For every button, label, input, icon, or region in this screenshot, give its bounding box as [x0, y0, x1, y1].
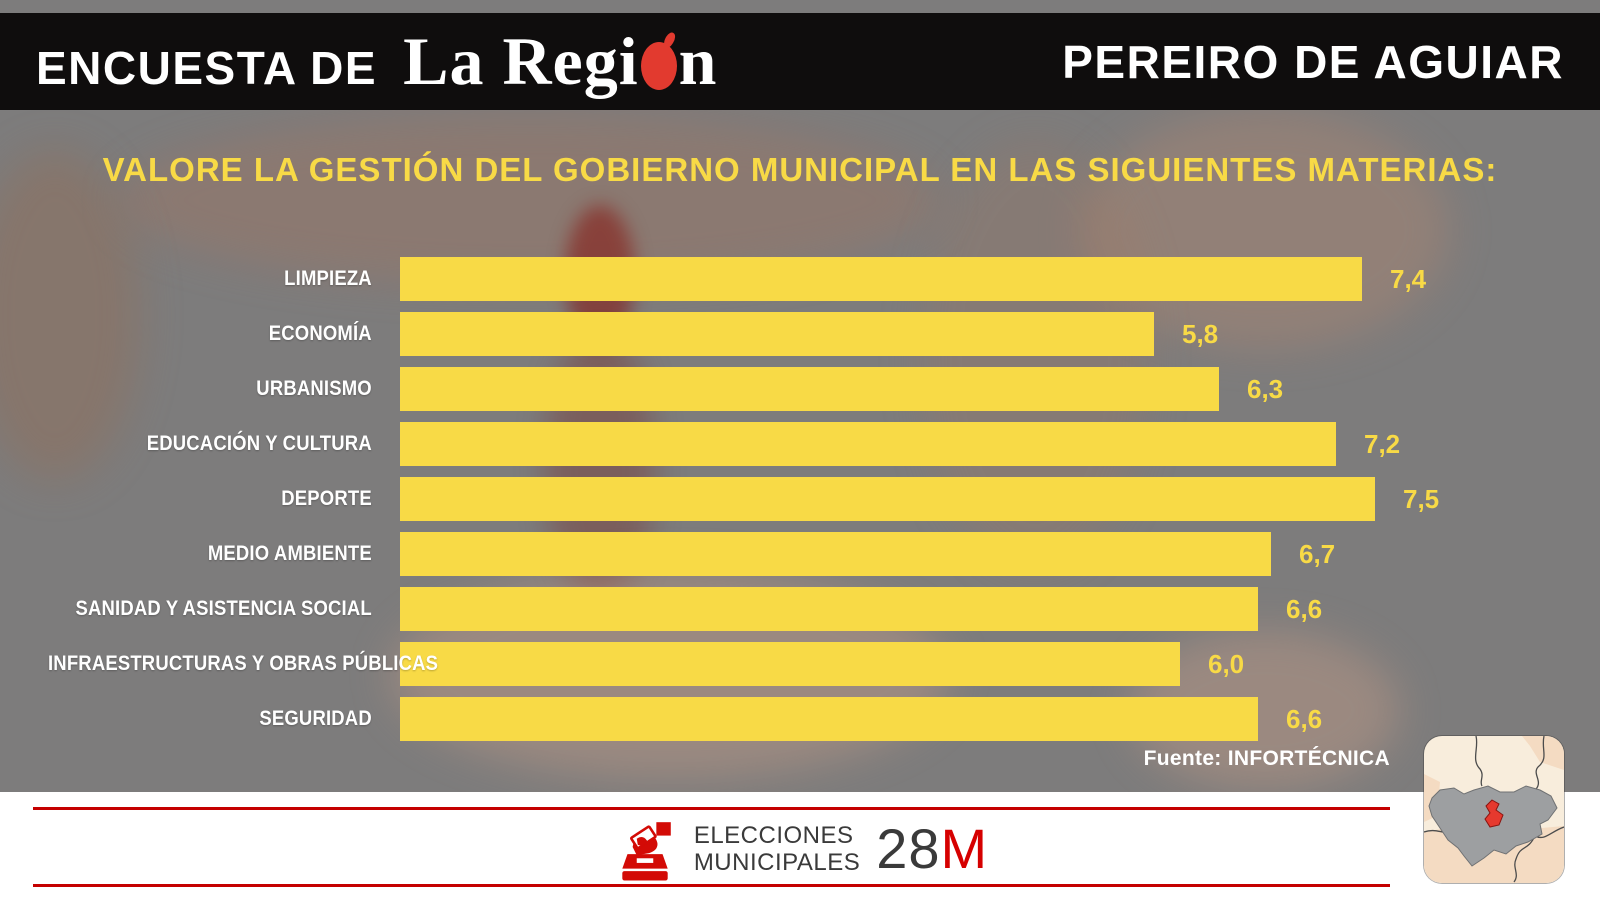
- chart-row: MEDIO AMBIENTE 6,7: [0, 532, 1600, 576]
- value-label: 6,3: [1247, 373, 1284, 404]
- value-bar: [400, 697, 1258, 741]
- chart-row: SANIDAD Y ASISTENCIA SOCIAL 6,6: [0, 587, 1600, 631]
- category-label: DEPORTE: [281, 487, 372, 510]
- logo-text-suffix: n: [678, 23, 718, 99]
- footer-rule-top: [33, 807, 1390, 810]
- chart-row: ECONOMÍA 5,8: [0, 312, 1600, 356]
- value-label: 5,8: [1182, 318, 1219, 349]
- category-label: INFRAESTRUCTURAS Y OBRAS PÚBLICAS: [48, 652, 439, 675]
- value-bar: [400, 422, 1336, 466]
- chart-row: DEPORTE 7,5: [0, 477, 1600, 521]
- elections-label: ELECCIONES MUNICIPALES: [694, 822, 860, 876]
- header-bar: ENCUESTA DE La Regi n PEREIRO DE AGUIAR: [0, 13, 1600, 110]
- logo-red-o-icon: [640, 42, 677, 90]
- province-map-highlight-icon: [1424, 736, 1564, 883]
- category-label: LIMPIEZA: [284, 267, 372, 290]
- survey-kicker: ENCUESTA DE: [36, 42, 378, 94]
- value-label: 7,4: [1390, 263, 1427, 294]
- value-bar: [400, 367, 1219, 411]
- province-map-card: [1424, 736, 1564, 883]
- source-credit: Fuente: INFORTÉCNICA: [1143, 747, 1390, 770]
- chart-row: EDUCACIÓN Y CULTURA 7,2: [0, 422, 1600, 466]
- chart-rows: LIMPIEZA 7,4 ECONOMÍA 5,8 URBANISMO 6,3 EDUCAC…: [0, 257, 1600, 741]
- date-number: 28: [876, 817, 941, 880]
- bar-chart: LIMPIEZA 7,4 ECONOMÍA 5,8 URBANISMO 6,3 EDUCAC…: [0, 257, 1600, 752]
- value-bar: [400, 587, 1258, 631]
- elections-line1: ELECCIONES: [693, 821, 854, 849]
- chart-row: URBANISMO 6,3: [0, 367, 1600, 411]
- value-label: 6,6: [1286, 703, 1323, 734]
- value-bar: [400, 312, 1154, 356]
- chart-title: VALORE LA GESTIÓN DEL GOBIERNO MUNICIPAL…: [102, 151, 1498, 188]
- value-label: 7,5: [1403, 483, 1440, 514]
- date-letter: M: [940, 817, 989, 880]
- ballot-box-icon: [622, 821, 671, 880]
- chart-row: INFRAESTRUCTURAS Y OBRAS PÚBLICAS 6,0: [0, 642, 1600, 686]
- category-label: URBANISMO: [256, 377, 372, 400]
- elections-line2: MUNICIPALES: [693, 848, 861, 876]
- header-left: ENCUESTA DE La Regi n: [36, 22, 717, 101]
- category-label: EDUCACIÓN Y CULTURA: [146, 432, 372, 455]
- value-bar: [400, 477, 1375, 521]
- category-label: MEDIO AMBIENTE: [207, 542, 372, 565]
- value-bar: [400, 532, 1271, 576]
- category-label: ECONOMÍA: [268, 322, 372, 345]
- election-date: 28M: [876, 816, 988, 881]
- value-bar: [400, 642, 1180, 686]
- elections-brand: ELECCIONES MUNICIPALES 28M: [0, 810, 1600, 887]
- category-label: SEGURIDAD: [259, 707, 372, 730]
- value-label: 6,0: [1208, 648, 1245, 679]
- logo-text-prefix: La Regi: [403, 23, 639, 99]
- la-region-logo: La Regi n: [403, 22, 717, 101]
- chart-row: SEGURIDAD 6,6: [0, 697, 1600, 741]
- value-label: 6,6: [1286, 593, 1323, 624]
- value-label: 6,7: [1299, 538, 1336, 569]
- category-label: SANIDAD Y ASISTENCIA SOCIAL: [75, 597, 372, 620]
- chart-row: LIMPIEZA 7,4: [0, 257, 1600, 301]
- value-label: 7,2: [1364, 428, 1401, 459]
- municipality-title: PEREIRO DE AGUIAR: [1062, 35, 1564, 88]
- footer-banner: ELECCIONES MUNICIPALES 28M: [0, 792, 1600, 900]
- value-bar: [400, 257, 1362, 301]
- footer-rule-bottom: [33, 884, 1390, 887]
